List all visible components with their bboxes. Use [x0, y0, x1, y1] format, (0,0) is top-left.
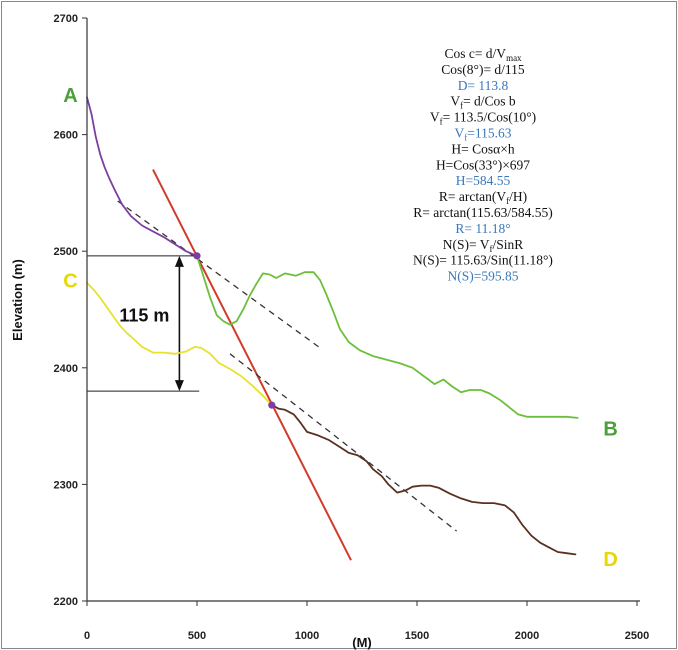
- point-label-a: A: [63, 85, 77, 107]
- formula-line: H= Cosα×h: [451, 141, 514, 156]
- axes: (M) Elevation (m): [10, 18, 640, 650]
- formula-text: H=Cos(33°)×697: [436, 157, 530, 172]
- upper-dashed-line: [117, 200, 321, 349]
- formula-subscript: f: [506, 196, 509, 206]
- x-tick-label: 1500: [405, 630, 429, 642]
- intersection-upper-marker: [193, 252, 201, 260]
- formula-text: D= 113.8: [458, 78, 509, 93]
- formula-line: N(S)= 115.63/Sin(11.18°): [413, 253, 553, 268]
- formula-text: V: [450, 94, 460, 109]
- profile-series-3: [270, 404, 577, 556]
- formula-line: H=Cos(33°)×697: [436, 157, 530, 172]
- point-label-b: B: [603, 418, 617, 440]
- y-axis-label: Elevation (m): [10, 259, 25, 341]
- x-tick-label: 2500: [625, 630, 649, 642]
- intersection-lower-marker: [268, 401, 276, 409]
- lower-dashed-line: [229, 353, 458, 532]
- formula-text: Cos(8°)= d/115: [441, 62, 525, 77]
- profile-series-1: [196, 254, 579, 419]
- x-tick-label: 0: [84, 630, 90, 642]
- y-tick-label: 2300: [54, 479, 78, 491]
- formula-text: N(S)= V: [443, 237, 490, 252]
- x-tick-label: 1000: [295, 630, 319, 642]
- formula-line: Cos c= d/Vmax: [444, 46, 522, 63]
- formula-line: N(S)= Vf/SinR: [443, 237, 524, 254]
- formula-line: N(S)=595.85: [448, 269, 519, 284]
- formula-subscript: f: [489, 244, 492, 254]
- profile-series-2: [86, 281, 273, 407]
- formula-text: Cos c= d/V: [444, 46, 506, 61]
- y-tick-label: 2500: [54, 246, 78, 258]
- axis-ticks: 0 500 1000 1500 2000 2500 2200 2300 2400 2500 2600…: [54, 13, 650, 642]
- y-tick-label: 2400: [54, 363, 78, 375]
- formula-tail: /SinR: [492, 237, 523, 252]
- point-label-d: D: [603, 549, 617, 571]
- formula-tail: = d/Cos b: [463, 94, 516, 109]
- formula-line: Vf= d/Cos b: [450, 94, 516, 111]
- x-tick-label: 500: [188, 630, 206, 642]
- formula-tail: =115.63: [467, 126, 511, 141]
- formula-text: H= Cosα×h: [451, 141, 514, 156]
- y-tick-label: 2200: [54, 596, 78, 608]
- x-tick-label: 2000: [515, 630, 539, 642]
- red-line: [152, 169, 352, 561]
- dimension-label: 115 m: [119, 305, 169, 325]
- formula-line: R= arctan(Vf/H): [439, 189, 527, 206]
- formula-text: R= arctan(115.63/584.55): [413, 205, 552, 220]
- point-label-c: C: [63, 270, 77, 292]
- formula-line: Vf=115.63: [455, 126, 512, 143]
- formula-line: D= 113.8: [458, 78, 509, 93]
- formula-line: R= arctan(115.63/584.55): [413, 205, 552, 220]
- formula-line: Vf= 113.5/Cos(10°): [430, 110, 536, 127]
- y-tick-label: 2600: [54, 130, 78, 142]
- plot-area: 115 m A B C D: [63, 85, 618, 571]
- x-axis-label: (M): [352, 635, 372, 650]
- formula-text: R= arctan(V: [439, 189, 506, 204]
- formula-subscript: max: [506, 53, 522, 63]
- formula-tail: = 113.5/Cos(10°): [443, 110, 537, 125]
- formula-text: V: [455, 126, 465, 141]
- formula-line: R= 11.18°: [455, 221, 510, 236]
- formula-text: V: [430, 110, 440, 125]
- formula-subscript: f: [460, 101, 463, 111]
- dimension-arrow-head-top: [174, 255, 184, 267]
- dimension-arrow-head-bottom: [174, 380, 184, 392]
- profile-series-0: [86, 96, 198, 257]
- formula-text: R= 11.18°: [455, 221, 510, 236]
- y-tick-label: 2700: [54, 13, 78, 25]
- formula-subscript: f: [464, 133, 467, 143]
- formula-line: H=584.55: [456, 173, 511, 188]
- formula-subscript: f: [440, 117, 443, 127]
- formula-text: H=584.55: [456, 173, 511, 188]
- formula-text: N(S)= 115.63/Sin(11.18°): [413, 253, 553, 268]
- formula-tail: /H): [509, 189, 527, 204]
- formula-text: N(S)=595.85: [448, 269, 519, 284]
- formula-line: Cos(8°)= d/115: [441, 62, 525, 77]
